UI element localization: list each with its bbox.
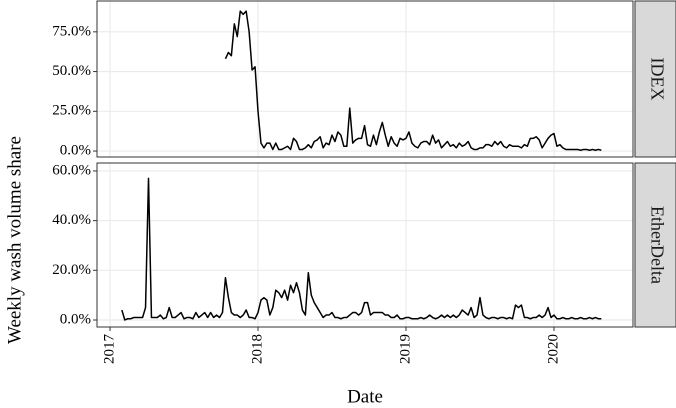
facet-strip <box>634 0 676 158</box>
y-axis-label: Weekly wash volume share <box>4 136 25 344</box>
facet-label: IDEX <box>647 58 667 101</box>
line <box>224 10 602 151</box>
y-tick-label: 40.0% <box>52 212 91 228</box>
line <box>121 177 602 321</box>
y-tick-label: 25.0% <box>52 103 91 119</box>
y-tick-label: 75.0% <box>52 23 91 39</box>
y-tick-label: 0.0% <box>60 311 91 327</box>
facet-label: EtherDelta <box>647 206 667 284</box>
x-tick-label: 2018 <box>249 334 265 364</box>
x-tick-label: 2019 <box>397 334 413 364</box>
y-tick-label: 0.0% <box>60 142 91 158</box>
facet-strip <box>634 162 676 328</box>
y-tick-label: 60.0% <box>52 162 91 178</box>
panel-border <box>96 0 634 158</box>
panel-border <box>96 162 634 328</box>
y-tick-label: 20.0% <box>52 262 91 278</box>
x-tick-label: 2020 <box>545 334 561 364</box>
x-tick-label: 2017 <box>101 334 117 365</box>
panel-background <box>97 163 633 327</box>
y-tick-label: 50.0% <box>52 63 91 79</box>
x-axis-label: Date <box>347 386 383 407</box>
